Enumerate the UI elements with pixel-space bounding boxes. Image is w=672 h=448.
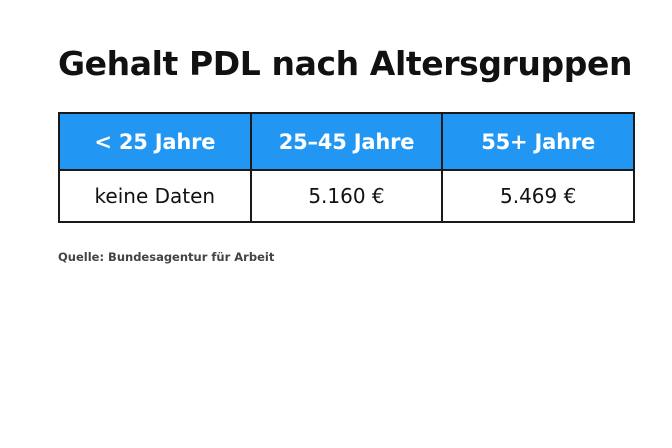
- page-title: Gehalt PDL nach Altersgruppen: [58, 44, 633, 83]
- salary-table: < 25 Jahre 25–45 Jahre 55+ Jahre keine D…: [58, 112, 635, 223]
- table-cell-25-45: 5.160 €: [249, 169, 444, 223]
- table-cell-under-25: keine Daten: [58, 169, 252, 223]
- table-row: keine Daten 5.160 € 5.469 €: [58, 169, 635, 223]
- column-header-under-25: < 25 Jahre: [58, 112, 252, 171]
- table-cell-55-plus: 5.469 €: [441, 169, 635, 223]
- column-header-55-plus: 55+ Jahre: [441, 112, 635, 171]
- source-note: Quelle: Bundesagentur für Arbeit: [58, 250, 275, 264]
- column-header-25-45: 25–45 Jahre: [249, 112, 444, 171]
- table-header-row: < 25 Jahre 25–45 Jahre 55+ Jahre: [58, 112, 635, 171]
